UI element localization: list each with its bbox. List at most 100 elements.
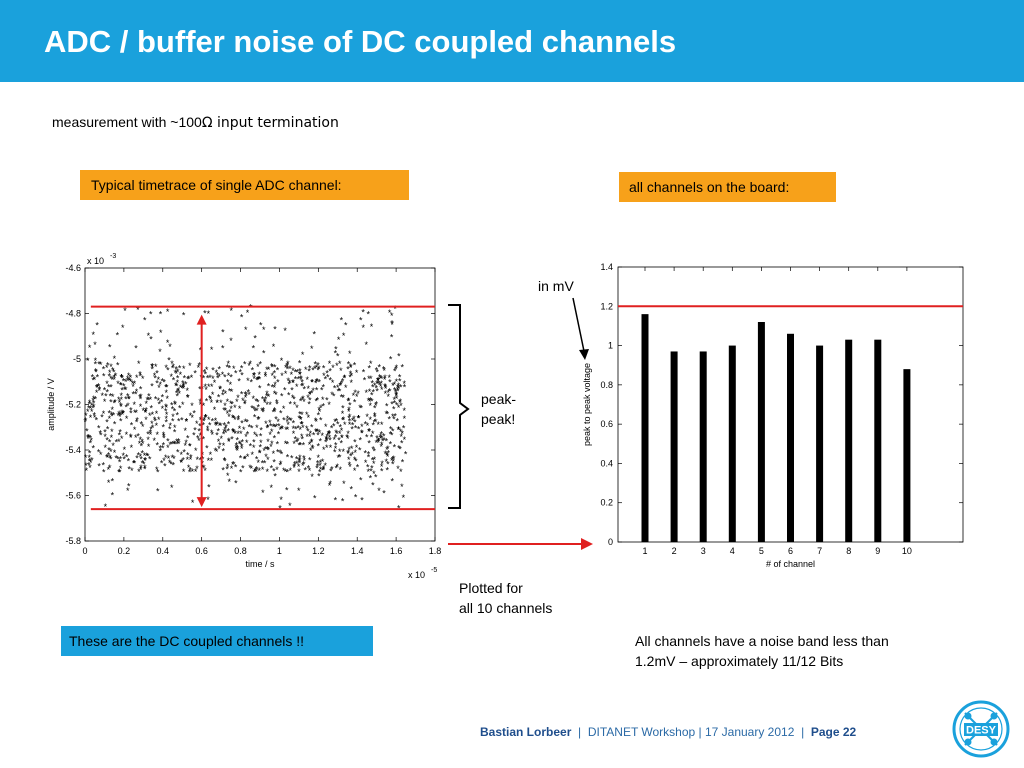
scatter-point: * <box>394 365 398 375</box>
x-tick-label: 0.8 <box>234 546 247 556</box>
scatter-point: * <box>116 411 120 421</box>
scatter-point: * <box>262 348 266 358</box>
scatter-point: * <box>113 399 117 409</box>
scatter-point: * <box>321 395 325 405</box>
scatter-point: * <box>175 439 179 449</box>
scatter-point: * <box>383 375 387 385</box>
scatter-point: * <box>373 412 377 422</box>
scatter-point: * <box>147 392 151 402</box>
scatter-point: * <box>228 386 232 396</box>
scatter-point: * <box>342 415 346 425</box>
scatter-point: * <box>203 415 207 425</box>
scatter-point: * <box>346 396 350 406</box>
scatter-point: * <box>235 445 239 455</box>
scatter-point: * <box>119 402 123 412</box>
scatter-point: * <box>267 382 271 392</box>
scatter-point: * <box>255 423 259 433</box>
scatter-point: * <box>367 374 371 384</box>
scatter-point: * <box>367 310 371 320</box>
scatter-point: * <box>367 364 371 374</box>
scatter-point: * <box>337 386 341 396</box>
in-mv-label: in mV <box>538 278 574 294</box>
scatter-point: * <box>128 376 132 386</box>
scatter-point: * <box>248 463 252 473</box>
scatter-point: * <box>164 414 168 424</box>
scatter-point: * <box>347 445 351 455</box>
y-multiplier-exponent: -3 <box>110 253 116 260</box>
scatter-point: * <box>102 365 106 375</box>
scatter-point: * <box>256 415 260 425</box>
scatter-point: * <box>87 461 91 471</box>
scatter-point: * <box>100 413 104 423</box>
scatter-point: * <box>118 458 122 468</box>
scatter-point: * <box>203 308 207 318</box>
scatter-point: * <box>308 456 312 466</box>
scatter-point: * <box>101 461 105 471</box>
scatter-point: * <box>341 415 345 425</box>
scatter-point: * <box>310 472 314 482</box>
scatter-point: * <box>308 390 312 400</box>
scatter-point: * <box>273 407 277 417</box>
scatter-point: * <box>273 374 277 384</box>
scatter-point: * <box>375 434 379 444</box>
scatter-point: * <box>244 432 248 442</box>
scatter-point: * <box>256 402 260 412</box>
scatter-point: * <box>402 406 406 416</box>
scatter-point: * <box>321 466 325 476</box>
scatter-point: * <box>124 377 128 387</box>
scatter-point: * <box>204 370 208 380</box>
scatter-point: * <box>280 391 284 401</box>
scatter-point: * <box>374 473 378 483</box>
scatter-point: * <box>188 442 192 452</box>
scatter-point: * <box>344 383 348 393</box>
scatter-point: * <box>298 456 302 466</box>
scatter-point: * <box>308 432 312 442</box>
scatter-point: * <box>310 344 314 354</box>
scatter-point: * <box>347 448 351 458</box>
scatter-point: * <box>144 406 148 416</box>
scatter-point: * <box>310 423 314 433</box>
scatter-point: * <box>227 436 231 446</box>
scatter-point: * <box>380 379 384 389</box>
scatter-point: * <box>186 434 190 444</box>
scatter-point: * <box>355 443 359 453</box>
scatter-point: * <box>293 435 297 445</box>
scatter-point: * <box>170 440 174 450</box>
x-multiplier-exponent: -5 <box>431 567 437 574</box>
scatter-point: * <box>379 374 383 384</box>
scatter-point: * <box>377 438 381 448</box>
scatter-point: * <box>286 453 290 463</box>
scatter-point: * <box>126 486 130 496</box>
scatter-point: * <box>276 377 280 387</box>
scatter-point: * <box>257 415 261 425</box>
scatter-point: * <box>227 420 231 430</box>
scatter-point: * <box>325 431 329 441</box>
scatter-point: * <box>182 364 186 374</box>
scatter-point: * <box>379 434 383 444</box>
scatter-point: * <box>392 415 396 425</box>
scatter-point: * <box>364 458 368 468</box>
all-channels-caption-box: all channels on the board: <box>619 172 836 202</box>
scatter-point: * <box>335 417 339 427</box>
scatter-point: * <box>317 364 321 374</box>
scatter-point: * <box>230 464 234 474</box>
scatter-point: * <box>107 445 111 455</box>
scatter-point: * <box>166 436 170 446</box>
scatter-point: * <box>283 326 287 336</box>
scatter-point: * <box>250 424 254 434</box>
scatter-point: * <box>218 421 222 431</box>
scatter-point: * <box>356 463 360 473</box>
scatter-point: * <box>181 400 185 410</box>
scatter-point: * <box>109 383 113 393</box>
scatter-point: * <box>84 416 88 426</box>
scatter-point: * <box>246 388 250 398</box>
scatter-point: * <box>118 398 122 408</box>
scatter-point: * <box>110 427 114 437</box>
scatter-point: * <box>250 450 254 460</box>
scatter-point: * <box>185 386 189 396</box>
scatter-point: * <box>334 433 338 443</box>
scatter-point: * <box>127 464 131 474</box>
scatter-point: * <box>108 414 112 424</box>
scatter-point: * <box>92 399 96 409</box>
footer-separator: | <box>578 725 582 739</box>
